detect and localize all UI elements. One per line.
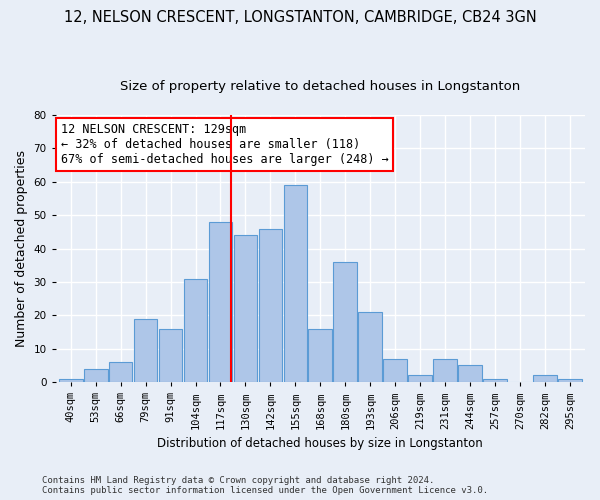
Bar xyxy=(59,379,83,382)
Bar xyxy=(233,235,257,382)
Bar xyxy=(409,376,432,382)
Title: Size of property relative to detached houses in Longstanton: Size of property relative to detached ho… xyxy=(120,80,520,93)
Bar xyxy=(209,222,232,382)
Bar xyxy=(259,228,282,382)
Bar xyxy=(558,379,582,382)
Bar xyxy=(134,318,157,382)
Bar xyxy=(433,359,457,382)
Bar xyxy=(284,185,307,382)
Bar xyxy=(84,369,107,382)
Bar xyxy=(158,328,182,382)
Bar xyxy=(308,328,332,382)
Text: 12 NELSON CRESCENT: 129sqm
← 32% of detached houses are smaller (118)
67% of sem: 12 NELSON CRESCENT: 129sqm ← 32% of deta… xyxy=(61,123,389,166)
Bar xyxy=(184,278,208,382)
Bar xyxy=(109,362,133,382)
X-axis label: Distribution of detached houses by size in Longstanton: Distribution of detached houses by size … xyxy=(157,437,483,450)
Y-axis label: Number of detached properties: Number of detached properties xyxy=(15,150,28,347)
Bar xyxy=(533,376,557,382)
Text: 12, NELSON CRESCENT, LONGSTANTON, CAMBRIDGE, CB24 3GN: 12, NELSON CRESCENT, LONGSTANTON, CAMBRI… xyxy=(64,10,536,25)
Bar xyxy=(358,312,382,382)
Bar xyxy=(483,379,507,382)
Text: Contains HM Land Registry data © Crown copyright and database right 2024.
Contai: Contains HM Land Registry data © Crown c… xyxy=(42,476,488,495)
Bar xyxy=(334,262,357,382)
Bar xyxy=(383,359,407,382)
Bar xyxy=(458,366,482,382)
